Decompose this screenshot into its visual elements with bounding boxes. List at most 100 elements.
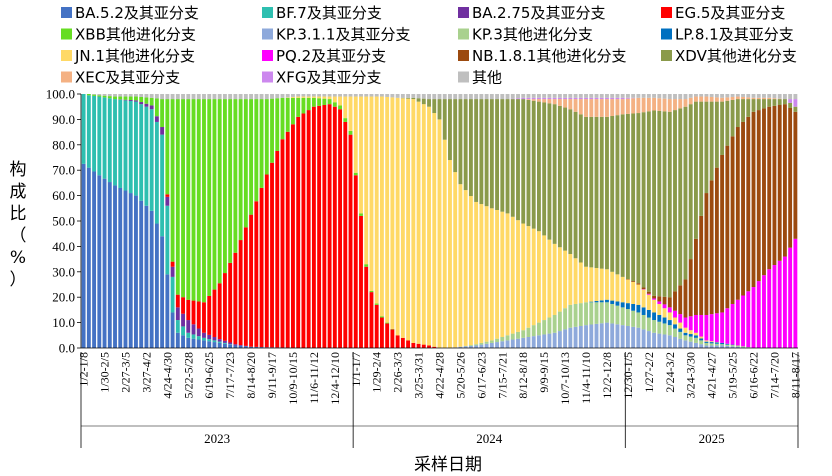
bar-segment-72-5: [458, 346, 463, 348]
bar-segment-30-2: [238, 345, 243, 346]
bar-week-22: [196, 94, 201, 348]
bar-segment-65-8: [421, 104, 426, 345]
bar-segment-117-11: [694, 101, 698, 239]
bar-segment-106-7: [636, 304, 641, 313]
bar-segment-29-2: [233, 344, 238, 346]
bar-segment-108-9: [646, 293, 651, 295]
legend-swatch-14: [458, 71, 469, 83]
bar-segment-121-11: [714, 101, 719, 168]
bar-segment-42-4: [301, 97, 306, 114]
bar-segment-125-10: [735, 127, 740, 300]
bar-segment-40-8: [291, 96, 295, 98]
bar-segment-24-3: [207, 295, 212, 335]
bar-segment-96-6: [584, 302, 588, 326]
bar-segment-61-14: [400, 94, 405, 98]
bar-segment-45-4: [317, 98, 322, 106]
bar-segment-34-14: [259, 94, 264, 100]
bar-segment-116-11: [688, 104, 693, 260]
bar-week-23: [202, 94, 206, 348]
bar-segment-52-4: [353, 172, 358, 176]
bar-segment-19-4: [181, 99, 185, 298]
bar-segment-108-7: [646, 309, 651, 318]
bar-segment-119-10: [704, 193, 709, 315]
bar-week-93: [568, 94, 573, 348]
bar-week-94: [573, 94, 578, 348]
bar-segment-114-12: [678, 99, 683, 109]
legend-label-1: BF.7及其亚分支: [276, 4, 382, 22]
bar-segment-57-14: [379, 94, 384, 97]
bar-segment-92-13: [563, 97, 568, 100]
bar-segment-75-11: [474, 99, 479, 202]
bar-segment-95-8: [578, 262, 583, 304]
bar-segment-8-1: [123, 100, 128, 191]
bar-segment-29-3: [233, 252, 238, 345]
bar-segment-112-14: [667, 94, 672, 100]
bar-segment-117-12: [694, 96, 698, 102]
bar-segment-118-5: [699, 344, 704, 348]
y-tick-label-5: 50.0: [52, 214, 75, 229]
bar-week-42: [301, 94, 306, 348]
bar-segment-1-4: [86, 94, 91, 96]
bar-segment-106-14: [636, 94, 641, 98]
bar-segment-91-6: [557, 311, 562, 332]
bar-segment-126-11: [741, 99, 745, 122]
bar-segment-84-13: [521, 97, 526, 100]
bar-segment-43-14: [306, 94, 311, 97]
bar-segment-91-13: [557, 97, 562, 100]
bar-segment-4-14: [102, 94, 107, 96]
legend-swatch-1: [262, 7, 273, 18]
bar-segment-126-10: [741, 121, 745, 296]
bar-segment-121-10: [714, 167, 719, 314]
bar-segment-73-14: [463, 94, 468, 100]
bar-segment-124-12: [730, 96, 735, 100]
bar-segment-40-4: [291, 97, 295, 125]
bar-segment-125-12: [735, 96, 740, 100]
bar-segment-54-14: [364, 94, 369, 97]
bar-segment-17-0: [170, 312, 175, 348]
bar-segment-115-10: [683, 279, 688, 318]
bar-segment-81-14: [505, 94, 510, 100]
legend-label-8: JN.1其他进化分支: [74, 47, 195, 65]
bar-segment-15-4: [160, 99, 165, 128]
bar-segment-51-8: [348, 96, 353, 131]
bar-segment-24-14: [207, 94, 212, 100]
bar-segment-90-14: [552, 94, 557, 98]
bar-segment-62-3: [406, 340, 411, 348]
bar-segment-77-11: [484, 99, 489, 207]
bar-segment-93-11: [568, 109, 573, 255]
bar-segment-20-2: [186, 320, 191, 333]
bar-segment-110-8: [657, 303, 662, 315]
bar-segment-124-9: [730, 303, 735, 345]
bar-segment-133-10: [777, 105, 782, 261]
bar-segment-65-14: [421, 94, 426, 99]
bar-week-135: [788, 94, 793, 348]
bar-segment-115-6: [683, 335, 688, 341]
bar-segment-136-10: [793, 111, 798, 239]
bar-week-16: [165, 94, 170, 348]
legend-label-7: LP.8.1及其亚分支: [675, 26, 794, 44]
bar-segment-15-1: [160, 134, 165, 237]
x-tick-label-31: 5/19-5/25: [726, 352, 740, 399]
bar-segment-25-2: [212, 336, 217, 341]
bar-segment-90-5: [552, 332, 557, 348]
bar-segment-109-9: [652, 298, 657, 300]
bar-week-8: [123, 94, 128, 348]
bar-segment-106-12: [636, 97, 641, 114]
x-tick-label-18: 5/20-5/26: [453, 352, 467, 399]
x-tick-label-24: 11/4-11/10: [579, 352, 593, 404]
bar-segment-82-11: [510, 99, 515, 217]
bar-segment-103-12: [620, 99, 625, 115]
bar-segment-11-0: [139, 200, 144, 348]
bar-segment-45-8: [317, 96, 322, 99]
bar-segment-115-5: [683, 340, 688, 348]
bar-segment-87-14: [537, 94, 541, 98]
bar-segment-26-1: [217, 341, 222, 343]
bar-segment-84-5: [521, 337, 526, 348]
bar-segment-27-2: [222, 340, 227, 343]
bar-segment-100-7: [605, 299, 609, 303]
legend-label-13: XFG及其亚分支: [276, 69, 382, 87]
bar-segment-25-4: [212, 99, 217, 290]
bar-segment-109-7: [652, 312, 657, 321]
bar-week-83: [516, 94, 520, 348]
bar-segment-102-14: [615, 94, 620, 98]
